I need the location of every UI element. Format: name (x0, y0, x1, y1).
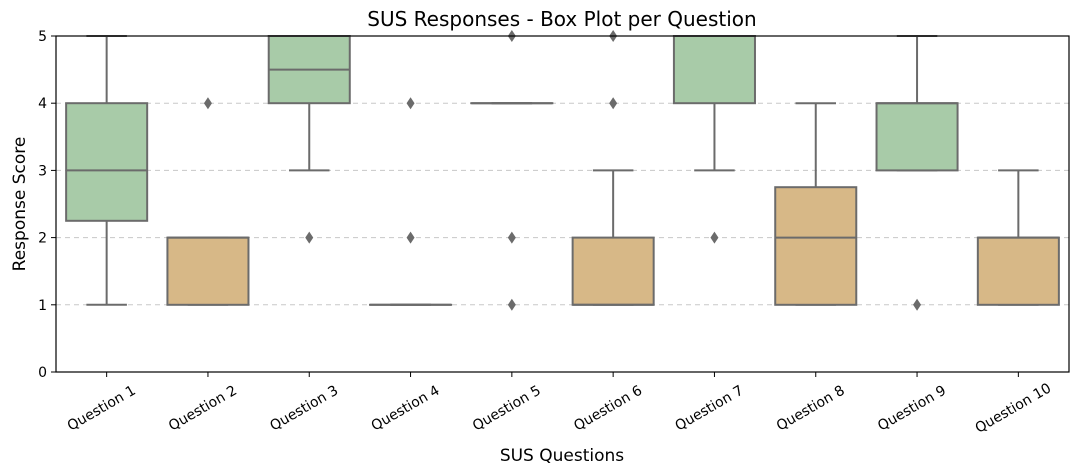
x-tick-label: Question 1 (65, 383, 139, 435)
flier-point (710, 231, 719, 244)
box-group (470, 30, 554, 311)
box-group (672, 35, 756, 244)
x-tick-label: Question 2 (166, 383, 240, 435)
plot-frame (55, 35, 1070, 373)
flier-point (913, 298, 922, 311)
box-iqr (65, 102, 149, 222)
y-tick-label: 5 (38, 29, 47, 45)
flier-point (406, 231, 415, 244)
x-tick-label: Question 6 (571, 383, 645, 435)
x-axis: Question 1 Question 2 Question 3 Question 4… (65, 372, 1054, 437)
flier-point (507, 231, 516, 244)
box-group (875, 35, 959, 311)
flier-point (203, 97, 212, 110)
flier-point (507, 298, 516, 311)
x-tick-label: Question 4 (369, 383, 443, 435)
y-tick-label: 1 (38, 298, 47, 314)
x-tick-label: Question 5 (470, 383, 544, 435)
box-group (369, 97, 453, 306)
chart-title: SUS Responses - Box Plot per Question (367, 7, 756, 31)
x-tick-label: Question 3 (267, 383, 341, 435)
x-tick-label: Question 7 (673, 383, 747, 435)
box-iqr (166, 236, 250, 306)
y-axis: 0 1 2 3 4 5 (38, 29, 56, 381)
y-tick-label: 3 (38, 163, 47, 179)
y-tick-label: 0 (38, 365, 47, 381)
y-tick-label: 4 (38, 96, 47, 112)
x-tick-label: Question 10 (973, 380, 1055, 436)
box-group (65, 35, 149, 306)
box-iqr (672, 35, 756, 105)
x-axis-label: SUS Questions (500, 446, 624, 466)
flier-point (609, 97, 618, 110)
x-tick-label: Question 9 (875, 383, 949, 435)
box-group (976, 169, 1060, 306)
box-iqr (774, 186, 858, 306)
flier-point (406, 97, 415, 110)
x-tick-label: Question 8 (774, 383, 848, 435)
box-iqr (875, 102, 959, 172)
grid-lines (56, 102, 1069, 306)
box-group (267, 35, 351, 244)
flier-point (305, 231, 314, 244)
y-tick-label: 2 (38, 231, 47, 247)
y-axis-label: Response Score (10, 137, 30, 272)
box-group (166, 97, 250, 306)
box-iqr (571, 236, 655, 306)
box-series (65, 30, 1060, 311)
box-group (571, 30, 655, 306)
box-group (774, 102, 858, 306)
box-iqr (976, 236, 1060, 306)
